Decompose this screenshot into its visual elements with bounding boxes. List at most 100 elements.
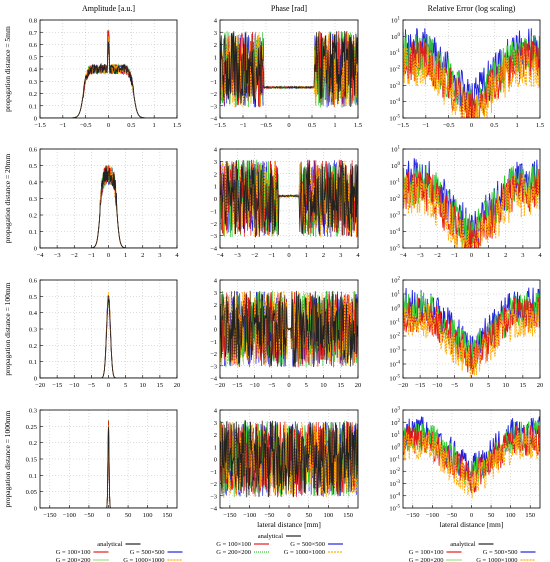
- legend-phase: analytical G = 100×100 G = 500×500 G = 200×…: [216, 533, 343, 556]
- x-tick-label: −1.5: [214, 122, 226, 129]
- x-tick-label: −1.5: [397, 122, 409, 129]
- legend-label: G = 500×500: [483, 549, 518, 556]
- series-line: [403, 168, 540, 248]
- y-tick-label: −4: [210, 116, 218, 123]
- subplot-r2-c2: −20 −15 −10 −5 0 5 10 15 20 10-5 10-4 10-3 10-2 10-1 1…: [389, 277, 543, 390]
- x-tick-label: 4: [356, 252, 360, 259]
- x-tick-label: 2: [322, 252, 325, 259]
- series-group: [220, 290, 358, 368]
- y-tick-label: 10-2: [389, 66, 400, 74]
- y-tick-label: 10-2: [389, 195, 400, 203]
- x-tick-label: 3: [521, 252, 524, 259]
- y-tick-label: 10-5: [389, 375, 400, 383]
- series-line: [40, 292, 177, 378]
- x-axis-label: lateral distance [mm]: [257, 520, 321, 529]
- y-tick-label: 101: [391, 17, 401, 25]
- series-line: [40, 294, 177, 378]
- y-tick-label: 0.15: [26, 457, 37, 464]
- series-group: [40, 420, 177, 508]
- x-tick-label: −1: [451, 252, 458, 259]
- y-tick-label: 10-3: [389, 480, 400, 488]
- y-tick-label: 0.3: [29, 196, 37, 203]
- x-tick-label: −1: [88, 252, 95, 259]
- series-line: [403, 45, 540, 118]
- x-tick-label: 2: [504, 252, 507, 259]
- y-tick-label: 0.2: [29, 213, 37, 220]
- legend-label: G = 1000×1000: [123, 557, 164, 562]
- series-line: [403, 301, 540, 378]
- y-tick-label: 2: [214, 42, 217, 49]
- subplot-r3-c0: −150 −100 −50 0 50 100 150 0 0.05 0.1 0.15 0.2 0.25 0…: [26, 408, 178, 519]
- y-tick-label: 0.4: [29, 310, 38, 317]
- x-tick-label: −50: [264, 512, 274, 519]
- x-tick-label: −2: [251, 252, 258, 259]
- x-tick-label: 1.5: [536, 122, 544, 129]
- y-tick-label: 0.05: [26, 489, 37, 496]
- x-tick-label: 0: [287, 512, 290, 519]
- y-tick-label: 1: [214, 184, 217, 191]
- y-tick-label: 3: [214, 30, 217, 37]
- y-tick-label: 10-2: [389, 468, 400, 476]
- y-tick-label: 0.4: [29, 180, 38, 187]
- plot-frame: [219, 409, 359, 509]
- x-tick-label: −3: [54, 252, 61, 259]
- series-line: [40, 420, 177, 508]
- series-line: [40, 29, 177, 118]
- y-tick-label: 0.1: [29, 103, 37, 110]
- x-tick-label: 0: [287, 122, 290, 129]
- y-tick-label: 0.2: [29, 91, 37, 98]
- y-tick-label: 100: [391, 305, 401, 313]
- y-tick-label: 0.5: [29, 163, 37, 170]
- y-tick-label: 10-1: [389, 319, 400, 327]
- x-tick-label: −15: [415, 382, 425, 389]
- x-tick-label: −10: [249, 382, 259, 389]
- x-tick-label: 1: [124, 252, 127, 259]
- y-tick-label: 0.5: [29, 294, 37, 301]
- y-tick-label: 10-5: [389, 505, 400, 513]
- x-tick-label: 100: [143, 512, 153, 519]
- legend-label: G = 1000×1000: [284, 549, 325, 556]
- y-tick-label: 1: [214, 444, 217, 451]
- x-tick-label: −5: [268, 382, 275, 389]
- y-tick-label: −2: [210, 91, 217, 98]
- y-tick-label: 4: [214, 147, 218, 154]
- y-tick-label: −2: [210, 481, 217, 488]
- x-tick-label: 100: [506, 512, 516, 519]
- y-tick-label: 100: [391, 162, 401, 170]
- x-tick-label: −150: [406, 512, 419, 519]
- column-title: Phase [rad]: [271, 4, 308, 13]
- y-tick-label: 0.3: [29, 79, 37, 86]
- x-tick-label: 20: [537, 382, 544, 389]
- x-tick-label: −15: [52, 382, 62, 389]
- legend-label: G = 500×500: [130, 549, 165, 556]
- legend-error: analytical G = 100×100 G = 500×500 G = 200×…: [409, 541, 536, 562]
- x-tick-label: 50: [488, 512, 495, 519]
- y-tick-label: 102: [391, 277, 401, 285]
- x-tick-label: 50: [305, 512, 312, 519]
- plot-frame: [219, 148, 359, 249]
- x-tick-label: 15: [157, 382, 164, 389]
- legend-label: analytical: [97, 541, 122, 548]
- plot-frame: [402, 148, 541, 249]
- x-tick-label: −4: [37, 252, 45, 259]
- legend-label: G = 200×200: [56, 557, 91, 562]
- y-tick-label: 2: [214, 432, 217, 439]
- x-tick-label: −5: [451, 382, 458, 389]
- series-line: [403, 297, 540, 375]
- plot-frame: [402, 19, 541, 119]
- y-tick-label: −1: [210, 339, 217, 346]
- series-line: [40, 295, 177, 378]
- y-tick-label: 10-3: [389, 347, 400, 355]
- legend-label: G = 200×200: [409, 557, 444, 562]
- y-tick-label: 0: [34, 376, 37, 383]
- x-tick-label: −0.5: [80, 122, 92, 129]
- x-tick-label: 0.5: [127, 122, 135, 129]
- series-line: [220, 290, 358, 368]
- x-tick-label: 5: [305, 382, 308, 389]
- series-line: [40, 168, 177, 248]
- x-tick-label: −10: [69, 382, 79, 389]
- series-line: [220, 290, 358, 368]
- x-tick-label: 150: [343, 512, 353, 519]
- y-tick-label: −4: [210, 376, 218, 383]
